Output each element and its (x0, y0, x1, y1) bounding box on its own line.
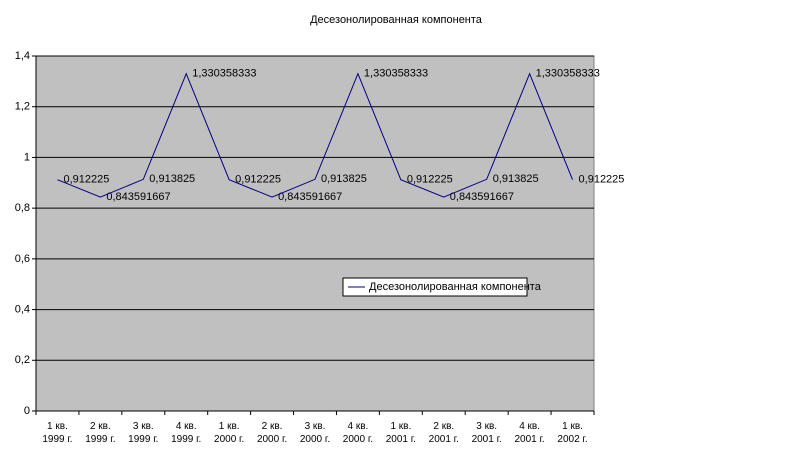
legend-label: Десезонолированная компонента (369, 281, 542, 293)
data-label: 0,912225 (579, 174, 625, 186)
data-label: 0,913825 (493, 173, 539, 185)
y-tick-label: 0,2 (15, 354, 30, 366)
x-tick-label: 1 кв. 2001 г. (385, 421, 416, 445)
data-label: 1,330358333 (536, 68, 600, 80)
series-line (57, 72, 574, 198)
data-label: 1,330358333 (192, 68, 256, 80)
data-label: 0,913825 (149, 173, 195, 185)
x-tick-label: 3 кв. 1999 г. (128, 421, 159, 445)
y-tick-label: 0,8 (15, 202, 30, 214)
x-tick-label: 2 кв. 1999 г. (85, 421, 116, 445)
x-tick-label: 4 кв. 2001 г. (514, 421, 545, 445)
chart-title: Десезонолированная компонента (310, 14, 483, 26)
x-tick-label: 3 кв. 2000 г. (299, 421, 331, 445)
data-label: 0,912225 (63, 174, 109, 186)
x-tick-label: 4 кв. 2000 г. (342, 421, 374, 445)
x-tick-label: 2 кв. 2001 г. (428, 421, 459, 445)
y-tick-label: 1,4 (15, 50, 30, 62)
x-tick-label: 1 кв. 2000 г. (214, 421, 245, 445)
data-label: 0,913825 (321, 173, 367, 185)
y-tick-label: 1 (24, 151, 30, 163)
data-label: 0,843591667 (278, 191, 342, 203)
data-label: 0,912225 (407, 174, 453, 186)
y-tick-label: 0 (24, 405, 30, 417)
x-tick-label: 1 кв. 1999 г. (42, 421, 73, 445)
x-tick-label: 4 кв. 1999 г. (171, 421, 202, 445)
y-tick-label: 0,6 (15, 253, 30, 265)
x-tick-label: 2 кв. 2000 г. (256, 421, 288, 445)
data-label: 0,912225 (235, 174, 281, 186)
data-label: 0,843591667 (450, 191, 514, 203)
plot-area (35, 55, 595, 412)
x-tick-label: 3 кв. 2001 г. (471, 421, 502, 445)
data-label: 0,843591667 (106, 191, 170, 203)
x-tick-label: 1 кв. 2002 г. (557, 421, 588, 445)
legend-box (342, 277, 528, 297)
y-tick-label: 0,4 (15, 303, 30, 315)
y-tick-label: 1,2 (15, 101, 30, 113)
data-label: 1,330358333 (364, 68, 428, 80)
